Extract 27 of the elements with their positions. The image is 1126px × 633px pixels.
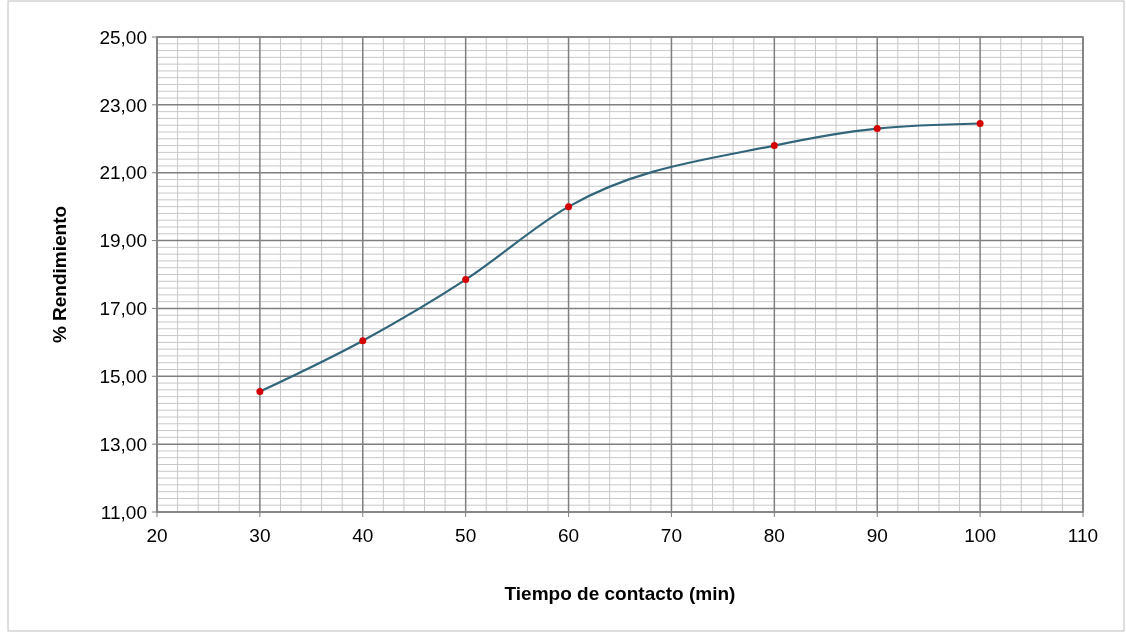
y-tick-label: 25,00 bbox=[99, 26, 147, 48]
y-tick-label: 15,00 bbox=[99, 365, 147, 387]
x-tick-label: 30 bbox=[249, 525, 271, 546]
x-axis-title: Tiempo de contacto (min) bbox=[504, 583, 736, 604]
x-tick-label: 50 bbox=[455, 525, 477, 546]
x-tick-label: 70 bbox=[660, 525, 683, 546]
point bbox=[976, 120, 984, 128]
y-tick-label: 19,00 bbox=[99, 230, 147, 252]
y-tick-label: 13,00 bbox=[99, 433, 147, 455]
y-tick-label: 21,00 bbox=[99, 162, 147, 184]
point bbox=[462, 276, 470, 284]
x-tick-label: 20 bbox=[146, 525, 168, 546]
point bbox=[873, 125, 881, 133]
y-tick-label: 23,00 bbox=[99, 94, 147, 116]
point bbox=[256, 388, 264, 396]
x-tick-label: 40 bbox=[352, 525, 374, 546]
point bbox=[770, 142, 778, 150]
point bbox=[359, 337, 367, 345]
x-tick-label: 110 bbox=[1067, 525, 1099, 546]
x-tick-label: 100 bbox=[964, 525, 996, 546]
y-tick-label: 17,00 bbox=[99, 298, 147, 320]
x-tick-label: 90 bbox=[866, 525, 888, 546]
y-tick-label: 11,00 bbox=[100, 501, 147, 523]
point bbox=[565, 203, 573, 211]
y-axis-title: % Rendimiento bbox=[49, 205, 70, 344]
x-tick-label: 80 bbox=[763, 525, 785, 546]
x-tick-label: 60 bbox=[557, 525, 580, 546]
